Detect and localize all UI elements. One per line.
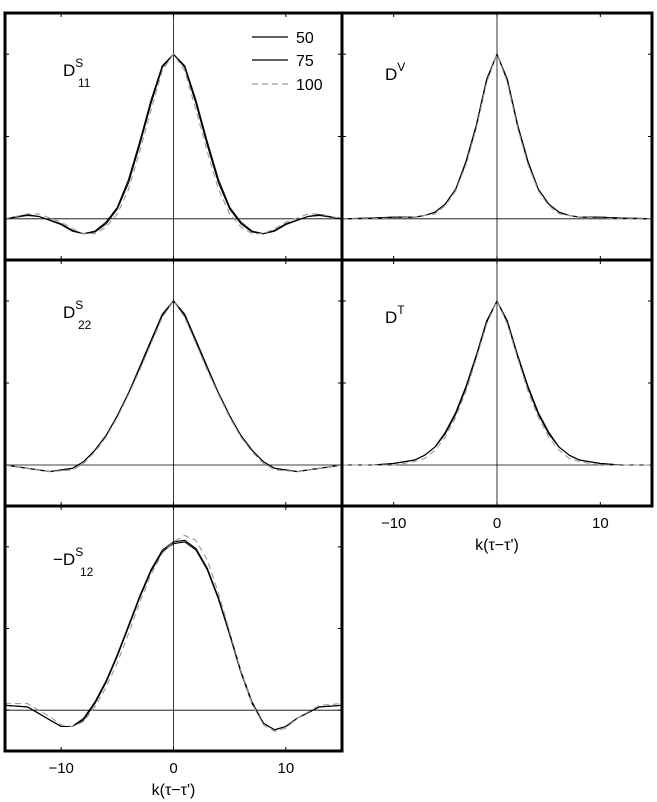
panel-label: DS [63,298,83,322]
panel-D11S: 00.51DS11 [3,11,344,262]
x-tick-label: 10 [592,515,609,532]
legend-label-50: 50 [296,30,314,47]
panel-label-subscript: 12 [80,565,94,579]
panel-label: DS [63,56,83,80]
legend-label-100: 100 [296,77,323,94]
x-axis-label: k(τ−τ') [152,782,196,799]
panel-DT: −10 0 10 k(τ−τ') DT [340,258,654,554]
panel-label: −DS [53,545,83,569]
panel-frame [3,504,344,753]
x-axis-label: k(τ−τ') [475,537,519,554]
x-tick-label: 10 [277,760,294,777]
series-line-75 [4,300,343,473]
panel-DV: DV [340,11,654,262]
x-tick-label: 0 [169,760,177,777]
panel-label: DV [385,60,405,84]
legend: 50 75 100 [252,30,323,94]
series-line-75 [342,300,652,466]
series-line-100 [4,300,343,473]
panel-D22S: 00.51DS22 [3,258,344,508]
legend-label-75: 75 [296,53,314,70]
panel-label-subscript: 22 [78,318,92,332]
x-tick-label: −10 [48,760,73,777]
series-line-75 [4,539,343,731]
series-line-100 [4,53,343,235]
panel-label: DT [385,303,405,327]
x-tick-label: −10 [381,515,406,532]
x-tick-label: 0 [493,515,501,532]
series-line-100 [342,53,652,220]
panel-frame [340,258,654,508]
panel-label-subscript: 11 [78,76,91,90]
